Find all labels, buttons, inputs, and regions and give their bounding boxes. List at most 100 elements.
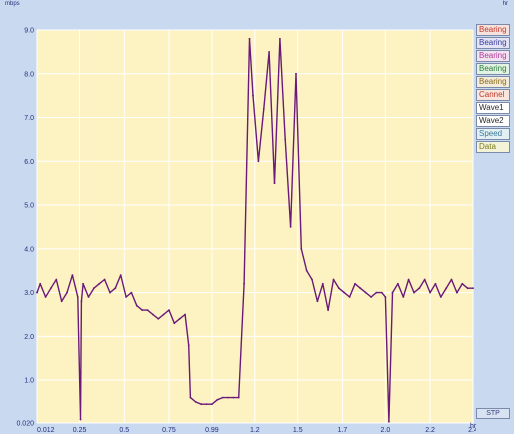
data-point <box>125 296 127 298</box>
data-point <box>184 313 187 316</box>
data-point <box>295 72 297 75</box>
legend-item-bearing[interactable]: Bearing <box>476 37 510 49</box>
data-point <box>273 182 276 185</box>
data-point <box>82 282 84 285</box>
y-tick-label: 2.0 <box>24 334 34 341</box>
x-tick-label: 0.99 <box>205 427 219 434</box>
data-point <box>227 396 229 399</box>
data-point <box>461 282 464 285</box>
data-point <box>135 304 138 307</box>
data-point <box>168 309 170 311</box>
data-point <box>162 313 165 316</box>
legend-item-bearing[interactable]: Bearing <box>476 76 510 88</box>
data-point <box>237 396 240 399</box>
x-tick-label: 2.4 <box>468 427 476 434</box>
data-point <box>248 37 251 40</box>
data-point <box>413 291 415 294</box>
legend-item-data[interactable]: Data <box>476 141 510 153</box>
data-point <box>397 282 399 285</box>
data-point <box>316 300 319 303</box>
data-point <box>60 300 63 303</box>
data-point <box>205 403 208 406</box>
data-point <box>289 226 292 228</box>
legend-item-wave2[interactable]: Wave2 <box>476 115 510 127</box>
data-point <box>434 282 437 285</box>
data-point <box>87 296 90 298</box>
data-point <box>152 313 154 316</box>
legend-item-wave1[interactable]: Wave1 <box>476 102 510 114</box>
x-unit-label: hr <box>470 423 477 430</box>
data-point <box>311 278 313 281</box>
x-tick-label: 1.7 <box>338 427 348 434</box>
data-point <box>429 291 431 294</box>
y-tick-label: 1.0 <box>24 378 34 385</box>
legend-item-bearing[interactable]: Bearing <box>476 50 510 62</box>
corner-label: hr <box>502 1 508 7</box>
x-tick-label: 2.0 <box>381 427 391 434</box>
data-point <box>450 278 453 281</box>
data-point <box>103 278 106 281</box>
data-point <box>141 309 144 311</box>
data-point <box>388 420 390 423</box>
x-tick-label: 0.75 <box>162 427 176 434</box>
data-point <box>66 291 68 294</box>
y-tick-label: 7.0 <box>24 115 34 122</box>
data-point <box>364 291 367 294</box>
data-point <box>375 291 378 294</box>
x-tick-label: 0.25 <box>73 427 87 434</box>
data-point <box>178 317 181 320</box>
y-tick-label: 9.0 <box>24 28 34 35</box>
series-layer <box>36 37 474 423</box>
y-tick-label: 5.0 <box>24 203 34 210</box>
data-point <box>243 282 246 285</box>
data-point <box>268 51 270 53</box>
data-point <box>348 296 351 298</box>
x-tick-label: 2.2 <box>425 427 435 434</box>
data-point <box>211 403 213 406</box>
data-point <box>50 287 52 290</box>
y-axis-ticks: 9.0 8.0 7.0 6.0 5.0 4.0 3.0 2.0 1.0 0.020 <box>16 28 34 428</box>
data-point <box>370 296 372 298</box>
data-point <box>472 287 474 290</box>
data-point <box>407 278 410 281</box>
data-point <box>305 269 308 272</box>
x-tick-label: 0.012 <box>37 427 55 434</box>
data-point <box>98 282 101 285</box>
data-point <box>466 287 469 290</box>
data-point <box>114 287 117 290</box>
legend-item-speed[interactable]: Speed <box>476 128 510 140</box>
data-point <box>343 291 346 294</box>
data-point <box>76 296 79 298</box>
data-point <box>252 94 254 97</box>
data-point <box>445 287 448 290</box>
y-tick-label: 8.0 <box>24 71 34 78</box>
y-tick-label: 6.0 <box>24 159 34 166</box>
x-tick-label: 1.2 <box>250 427 260 434</box>
data-point <box>402 296 405 298</box>
legend-item-bearing[interactable]: Bearing <box>476 63 510 75</box>
data-point <box>354 282 356 285</box>
data-point <box>157 317 160 320</box>
data-point <box>200 403 203 406</box>
data-point <box>194 401 197 403</box>
legend-item-cannel[interactable]: Cannel <box>476 89 510 101</box>
data-point <box>279 37 281 40</box>
data-point <box>384 296 387 298</box>
data-point <box>80 300 83 303</box>
data-point <box>71 274 74 276</box>
data-point <box>321 282 324 285</box>
chart-svg[interactable]: 9.08.07.06.05.04.03.02.01.00.020 0.012 0.… <box>0 0 476 434</box>
data-point <box>187 344 190 346</box>
y-tick-label: 0.020 <box>16 421 34 428</box>
data-point <box>262 107 265 110</box>
legend-item-bearing[interactable]: Bearing <box>476 24 510 36</box>
stop-button[interactable]: STP <box>476 408 510 419</box>
y-unit-label: mbps <box>5 1 20 7</box>
legend-panel: Bearing Bearing Bearing Bearing Bearing Canne… <box>476 24 510 154</box>
data-point <box>79 418 82 421</box>
x-tick-label: 1.5 <box>293 427 303 434</box>
data-point <box>284 138 287 141</box>
data-point <box>130 291 133 294</box>
data-point <box>423 278 426 281</box>
